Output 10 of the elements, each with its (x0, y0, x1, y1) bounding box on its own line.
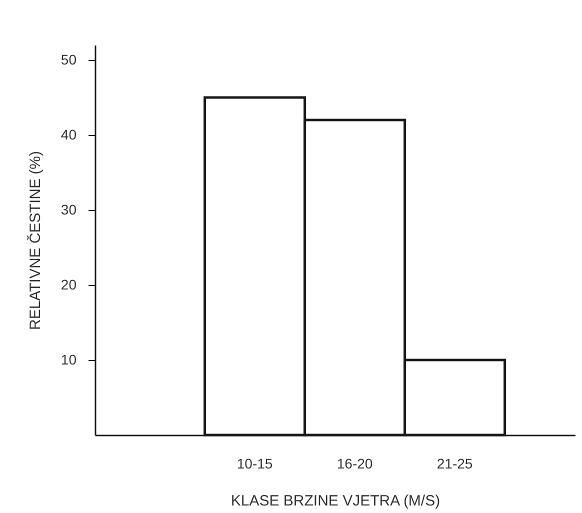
x-axis-title: KLASE BRZINE VJETRA (M/S) (230, 492, 440, 510)
y-axis-title: RELATIVNE ČESTINE (%) (26, 151, 44, 330)
x-tick-label: 16-20 (336, 456, 373, 472)
y-tick-label: 30 (60, 202, 77, 218)
x-tick-label: 10-15 (236, 456, 273, 472)
y-tick-label: 40 (60, 126, 77, 142)
x-tick-label: 21-25 (436, 456, 473, 472)
y-tick-label: 10 (60, 352, 77, 368)
y-tick-label: 50 (60, 52, 77, 68)
y-tick-label: 20 (60, 276, 77, 292)
